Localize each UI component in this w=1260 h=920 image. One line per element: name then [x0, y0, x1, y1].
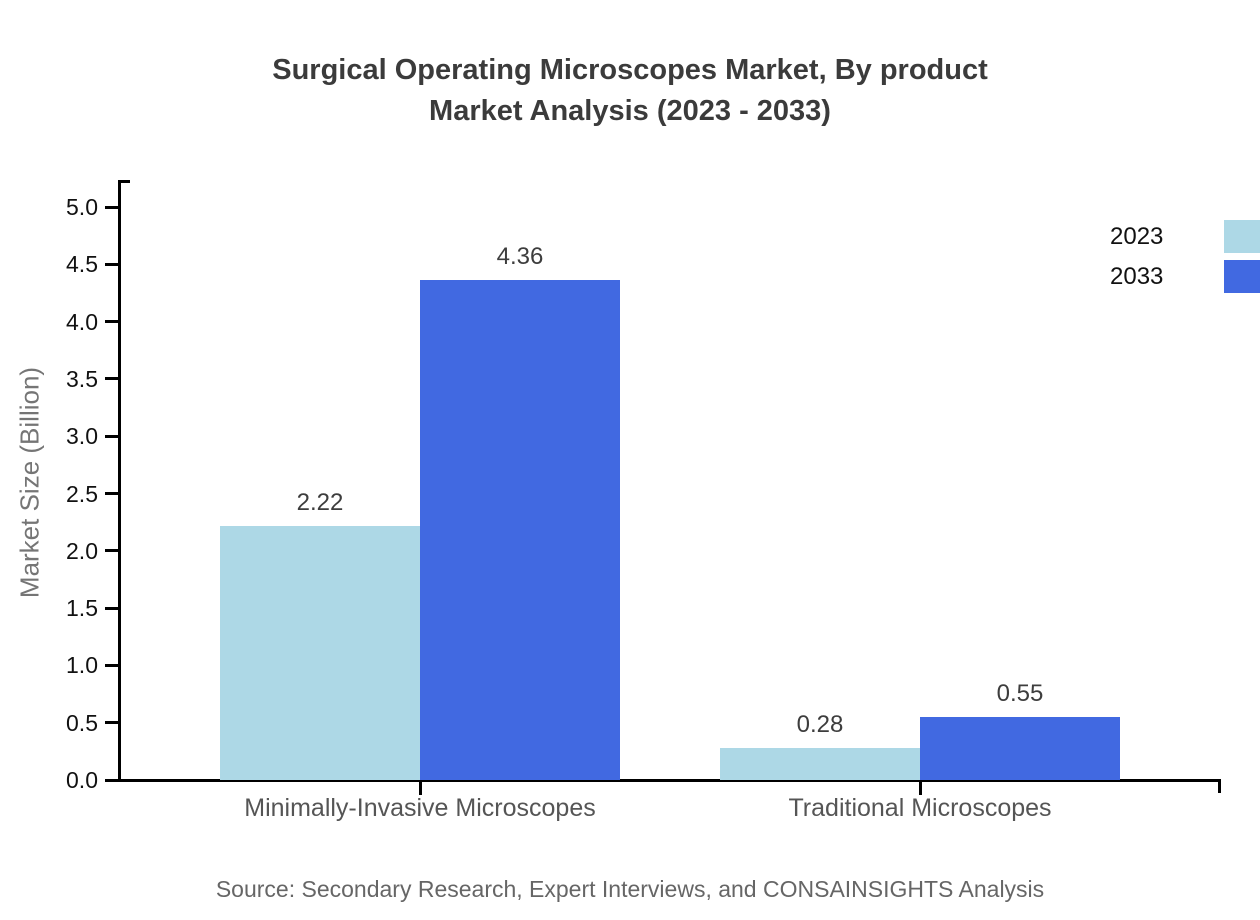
- y-tick-label: 5.0: [66, 194, 98, 220]
- bar-2023-category-1: [220, 525, 420, 780]
- bar-2033-category-1: [420, 280, 620, 780]
- y-tick-mark: [105, 262, 118, 266]
- chart-title-line1: Surgical Operating Microscopes Market, B…: [272, 54, 988, 86]
- y-tick-mark: [105, 549, 118, 553]
- y-tick-mark: [105, 320, 118, 324]
- chart-title: Surgical Operating Microscopes Market, B…: [0, 50, 1260, 132]
- y-tick-mark: [105, 434, 118, 438]
- legend-item-2023: 2023: [0, 220, 1260, 254]
- y-tick-label: 3.0: [66, 423, 98, 450]
- bar-value-label: 2.22: [296, 488, 344, 516]
- y-tick-mark: [105, 778, 118, 782]
- bar-value-label: 4.36: [496, 243, 544, 271]
- y-tick-mark: [105, 205, 118, 209]
- y-tick-label: 1.0: [66, 652, 98, 679]
- y-tick-mark: [105, 377, 118, 381]
- legend-label-2033: 2033: [1110, 263, 1164, 290]
- y-tick-label: 3.5: [66, 365, 98, 392]
- y-tick-label: 4.0: [66, 308, 98, 335]
- y-tick-mark: [105, 492, 118, 495]
- y-axis-top-cap: [118, 180, 130, 183]
- y-tick-mark: [105, 606, 118, 610]
- y-tick-label: 2.0: [66, 537, 98, 564]
- legend-swatch-2023: [1224, 220, 1260, 253]
- x-tick-mark: [418, 782, 422, 795]
- y-tick-mark: [105, 663, 118, 667]
- bar-value-label: 0.55: [996, 679, 1044, 707]
- bar-2033-category-2: [920, 716, 1120, 780]
- y-tick-mark: [105, 721, 118, 725]
- legend-swatch-2033: [1224, 260, 1260, 293]
- legend-item-2033: 2033: [0, 260, 1260, 294]
- chart-title-line2: Market Analysis (2023 - 2033): [429, 95, 831, 127]
- y-tick-label: 1.5: [66, 595, 98, 622]
- y-tick-label: 2.5: [66, 480, 98, 507]
- x-axis-line: [118, 779, 1221, 782]
- bar-2023-category-2: [720, 747, 920, 780]
- x-category-label: Traditional Microscopes: [788, 794, 1052, 822]
- x-axis-right-cap: [1218, 779, 1221, 793]
- y-axis-line: [118, 180, 121, 782]
- y-tick-label: 0.0: [66, 767, 98, 793]
- y-tick-label: 4.5: [66, 251, 98, 278]
- x-category-label: Minimally-Invasive Microscopes: [244, 794, 596, 822]
- x-tick-mark: [918, 782, 922, 795]
- y-tick-label: 0.5: [66, 709, 98, 736]
- source-note: Source: Secondary Research, Expert Inter…: [215, 876, 1045, 902]
- legend-label-2023: 2023: [1110, 223, 1164, 250]
- bar-value-label: 0.28: [796, 710, 844, 738]
